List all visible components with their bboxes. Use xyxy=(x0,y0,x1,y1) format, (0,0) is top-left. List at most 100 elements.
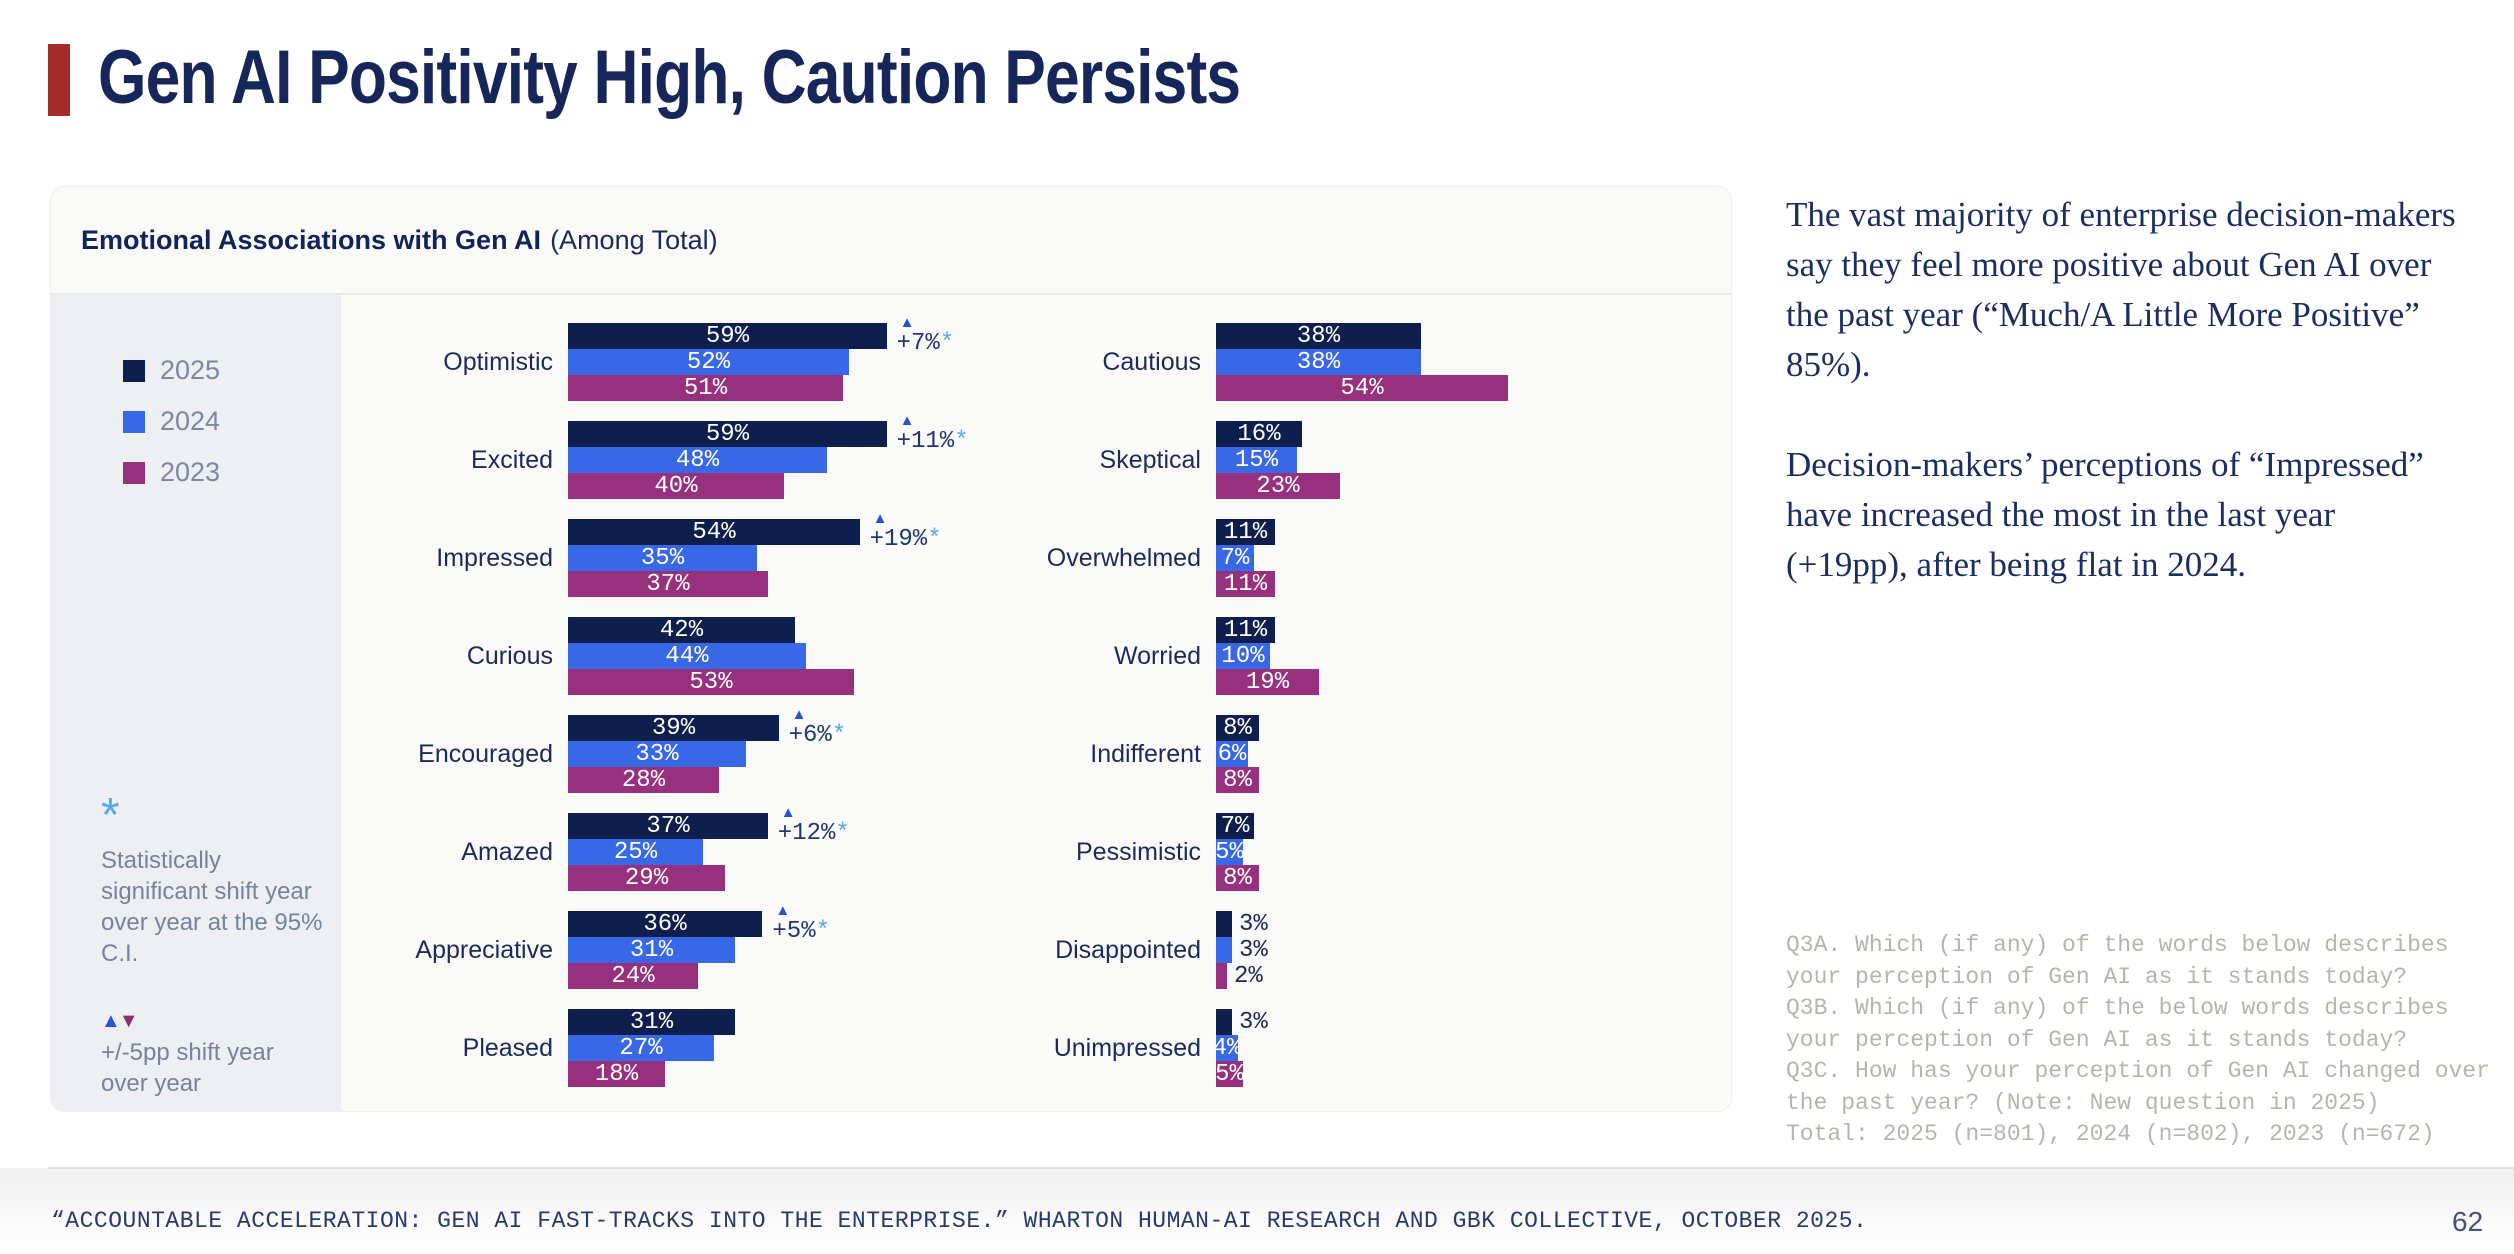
bar-value-label: 8% xyxy=(1223,714,1252,742)
triangle-up-icon: ▲ xyxy=(101,1010,121,1032)
bar-line-2023: 8% xyxy=(1216,864,1259,892)
bar-value-label: 28% xyxy=(621,766,666,794)
bar-value-label: 24% xyxy=(611,962,655,990)
yoy-shift-value: +19%* xyxy=(869,526,942,553)
bar-2023-encouraged: 28% xyxy=(568,766,719,794)
bar-value-label: 5% xyxy=(1215,838,1244,866)
bar-line-2023: 19% xyxy=(1216,668,1319,696)
bar-value-label: 11% xyxy=(1223,616,1268,644)
bar-value-label: 31% xyxy=(629,1008,674,1036)
bar-line-2024: 4% xyxy=(1213,1035,1268,1062)
shift-triangles: ▲▼ xyxy=(101,1011,325,1031)
shift-up-triangle-icon: ▲ xyxy=(872,510,888,527)
bar-line-2023: 53% xyxy=(568,669,854,696)
shift-up-triangle-icon: ▲ xyxy=(775,902,791,919)
bar-value-label: 29% xyxy=(624,864,669,892)
bar-value-label: 10% xyxy=(1221,642,1265,670)
bar-value-label: 59% xyxy=(705,420,750,448)
bar-2024-skeptical: 15% xyxy=(1216,446,1297,474)
bar-line-2023: 40% xyxy=(568,472,887,500)
bar-value-label: 19% xyxy=(1245,668,1290,696)
bar-2024-overwhelmed: 7% xyxy=(1216,545,1254,572)
chart-area: Optimistic 59% ▲ +7%* 52% 51% Excited 59% ▲ +11%*… xyxy=(341,295,1731,1111)
bar-group-excited: Excited 59% ▲ +11%* 48% 40% xyxy=(341,413,969,500)
bar-2025-optimistic: 59% xyxy=(568,323,887,350)
yoy-shift-value: +12%* xyxy=(777,820,850,847)
legend-swatch-2023 xyxy=(123,461,145,484)
bar-value-label: 8% xyxy=(1223,766,1252,794)
triangle-down-icon: ▼ xyxy=(118,1010,139,1032)
bar-group-pessimistic: Pessimistic 7% 5% 8% xyxy=(989,813,1508,892)
bar-line-2024: 15% xyxy=(1216,446,1340,474)
bar-line-2025: 8% xyxy=(1216,714,1259,742)
bar-value-label: 37% xyxy=(646,812,690,840)
bar-group-amazed: Amazed 37% ▲ +12%* 25% 29% xyxy=(341,805,887,892)
bar-stack-cautious: 38% 38% 54% xyxy=(1216,323,1508,402)
bar-2023-cautious: 54% xyxy=(1216,375,1508,402)
chart-card-header: Emotional Associations with Gen AI (Amon… xyxy=(51,187,1731,295)
bar-value-label: 31% xyxy=(629,936,674,964)
bar-group-pleased: Pleased 31% 27% 18% xyxy=(341,1008,887,1088)
bar-2023-skeptical: 23% xyxy=(1216,473,1340,500)
bar-2024-worried: 10% xyxy=(1216,642,1270,670)
bar-line-2024: 48% xyxy=(568,447,887,474)
category-label-cautious: Cautious xyxy=(1102,347,1201,376)
shift-up-triangle-icon: ▲ xyxy=(780,804,796,821)
chart-card: Emotional Associations with Gen AI (Amon… xyxy=(50,186,1732,1112)
bar-value-label: 54% xyxy=(692,518,736,546)
bar-value-label: 3% xyxy=(1239,910,1268,938)
bar-line-2025: 11% xyxy=(1216,616,1319,644)
bar-line-2024: 3% xyxy=(1216,937,1268,964)
legend-label-2024: 2024 xyxy=(160,406,221,436)
legend-item-2024: 2024 xyxy=(123,406,220,437)
bar-line-2024: 52% xyxy=(568,349,887,376)
category-label-skeptical: Skeptical xyxy=(1099,445,1201,474)
bar-value-label: 35% xyxy=(640,544,685,572)
bar-2023-excited: 40% xyxy=(568,472,784,500)
significance-star-icon: * xyxy=(927,526,942,553)
bar-value-label: 6% xyxy=(1217,740,1247,768)
bar-line-2025: 54% ▲ +19%* xyxy=(568,511,942,553)
legend-swatch-2025 xyxy=(123,359,145,382)
shift-up-triangle-icon: ▲ xyxy=(791,706,807,723)
bar-2025-appreciative: 36% xyxy=(568,911,762,938)
bar-stack-appreciative: 36% ▲ +5%* 31% 24% xyxy=(568,903,830,990)
bar-line-2025: 39% ▲ +6%* xyxy=(568,707,846,749)
yoy-shift-annotation: ▲ +6%* xyxy=(789,707,847,749)
bar-value-label: 15% xyxy=(1234,446,1279,474)
bar-group-optimistic: Optimistic 59% ▲ +7%* 52% 51% xyxy=(341,315,954,402)
legend-swatch-2024 xyxy=(123,410,145,433)
category-label-appreciative: Appreciative xyxy=(415,935,553,964)
footer-divider xyxy=(48,1167,2514,1169)
yoy-shift-annotation: ▲ +12%* xyxy=(778,805,850,847)
yoy-shift-value: +11%* xyxy=(896,428,969,455)
bar-2024-curious: 44% xyxy=(568,642,806,670)
bar-line-2024: 31% xyxy=(568,936,762,964)
significance-star-icon: * xyxy=(939,330,955,357)
category-label-disappointed: Disappointed xyxy=(1055,935,1201,964)
yoy-shift-value: +6%* xyxy=(788,722,847,749)
bar-2024-pleased: 27% xyxy=(568,1035,714,1062)
bar-2023-amazed: 29% xyxy=(568,864,725,892)
category-label-impressed: Impressed xyxy=(436,543,553,572)
bar-stack-amazed: 37% ▲ +12%* 25% 29% xyxy=(568,805,850,892)
bar-value-label: 40% xyxy=(654,472,698,500)
slide-title-row: Gen AI Positivity High, Caution Persists xyxy=(48,40,1491,116)
significance-star-icon: * xyxy=(954,428,969,455)
bar-2023-disappointed xyxy=(1216,963,1227,989)
bar-2024-excited: 48% xyxy=(568,447,827,474)
bar-line-2023: 29% xyxy=(568,864,768,892)
insight-paragraph-2: Decision-makers’ perceptions of “Impress… xyxy=(1786,445,2424,584)
bar-line-2025: 7% xyxy=(1216,813,1259,840)
bar-value-label: 8% xyxy=(1223,864,1252,892)
bar-value-label: 3% xyxy=(1239,1008,1268,1036)
category-label-worried: Worried xyxy=(1113,641,1201,670)
bar-value-label: 44% xyxy=(665,642,709,670)
legend-item-2025: 2025 xyxy=(123,355,220,386)
bar-line-2024: 25% xyxy=(568,839,768,866)
bar-value-label: 51% xyxy=(683,374,728,402)
yoy-shift-annotation: ▲ +19%* xyxy=(870,511,942,553)
significance-note: Statistically significant shift year ove… xyxy=(101,847,323,967)
chart-title-qualifier: (Among Total) xyxy=(550,224,718,255)
legend-panel: 2025 2024 2023 * Statistically significant… xyxy=(51,295,341,1111)
